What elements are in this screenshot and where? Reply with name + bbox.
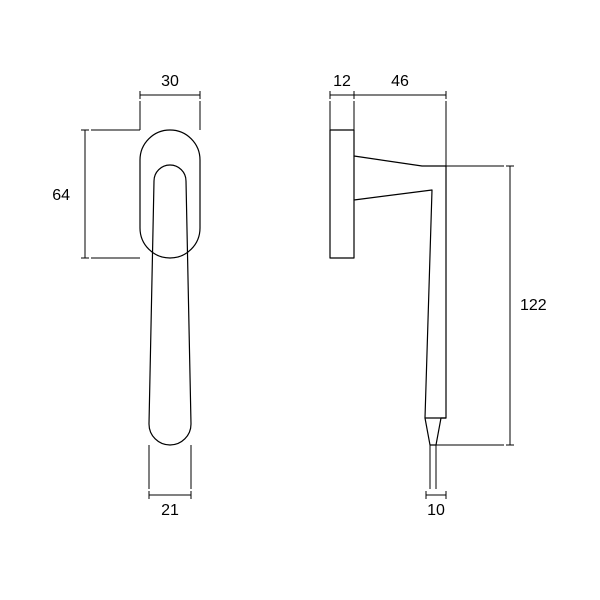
side-outline [330, 130, 446, 445]
front-view: 30 64 21 [52, 73, 200, 519]
dim-lever-width-value: 10 [427, 502, 445, 519]
dim-rosette-width: 30 [140, 73, 200, 130]
dim-rosette-height: 64 [52, 130, 140, 258]
dim-handle-width: 21 [149, 445, 191, 519]
dim-neck-length-value: 46 [391, 73, 409, 90]
dim-rosette-height-value: 64 [52, 187, 70, 204]
side-view: 12 46 122 10 [330, 73, 547, 519]
dim-neck-length: 46 [354, 73, 446, 166]
dim-lever-width: 10 [426, 445, 446, 519]
handle-outline [149, 165, 191, 445]
dim-lever-height-value: 122 [520, 297, 547, 314]
dim-handle-width-value: 21 [161, 502, 179, 519]
dim-plate-width: 12 [330, 73, 354, 130]
rosette-outline [140, 130, 200, 258]
dim-lever-height: 122 [436, 166, 547, 445]
dim-rosette-width-value: 30 [161, 73, 179, 90]
dim-plate-width-value: 12 [333, 73, 351, 90]
technical-drawing: 30 64 21 [0, 0, 600, 600]
